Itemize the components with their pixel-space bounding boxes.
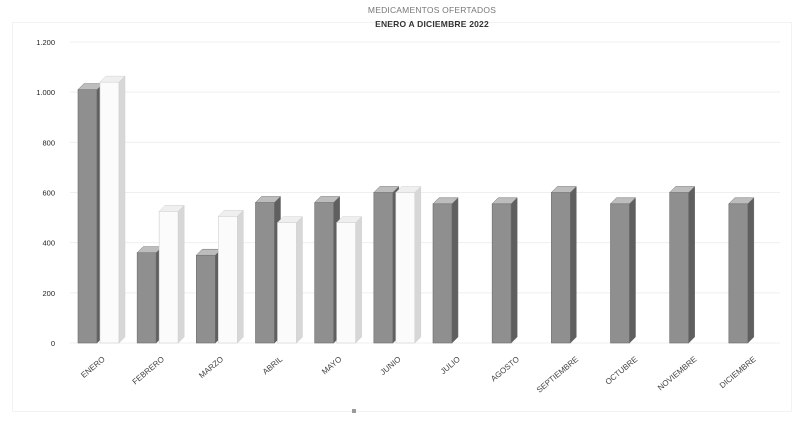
bar-front	[669, 192, 689, 344]
bar-top	[217, 210, 244, 217]
bar-front	[218, 216, 238, 344]
bar-side	[747, 197, 755, 344]
x-axis-labels: ENERO FEBRERO MARZO ABRIL MAYO JUNIO JULIO AGOS…	[79, 354, 757, 394]
bar-front	[728, 203, 749, 344]
bar-front	[196, 254, 216, 344]
bar-top	[158, 205, 185, 212]
bar-series-1	[550, 185, 577, 344]
bar-series-1	[77, 83, 104, 344]
bar-side	[355, 215, 362, 344]
x-category-label: MAYO	[320, 355, 343, 377]
bar-front	[432, 203, 453, 344]
bar-series-1	[254, 195, 282, 344]
y-axis-ticks: 0 200 400 600 800 1.000 1.200	[36, 38, 55, 348]
x-category-label: SEPTIEMBRE	[535, 355, 580, 395]
bars	[77, 75, 755, 344]
bar-side	[177, 204, 185, 344]
bar-front	[336, 222, 356, 344]
x-category-label: ENERO	[79, 355, 107, 380]
x-category-label: JULIO	[439, 355, 462, 376]
bar-front	[551, 192, 571, 344]
bar-side	[688, 185, 695, 344]
x-category-label: FEBRERO	[131, 355, 166, 387]
bar-top	[669, 186, 696, 193]
y-tick-label: 0	[51, 339, 55, 348]
x-category-label: DICIEMBRE	[718, 355, 758, 390]
bar-series-1	[669, 185, 696, 344]
y-tick-label: 1.200	[36, 38, 55, 47]
bar-series-2	[217, 209, 244, 344]
y-tick-label: 800	[42, 138, 55, 147]
bar-series-2	[276, 215, 304, 344]
bar-side	[451, 197, 459, 344]
bar-series-1	[373, 185, 400, 344]
bar-top	[728, 197, 755, 205]
bar-series-1	[136, 246, 163, 344]
bar-front	[255, 202, 275, 344]
bar-front	[99, 81, 120, 344]
bar-side	[237, 209, 244, 344]
bar-top	[609, 197, 637, 205]
y-tick-label: 400	[42, 239, 55, 248]
x-category-label: NOVIEMBRE	[656, 355, 699, 393]
bar-side	[510, 197, 518, 344]
legend-marker	[352, 409, 356, 413]
bar-top	[550, 186, 577, 193]
x-category-label: ABRIL	[261, 354, 285, 376]
bar-series-1	[609, 197, 637, 344]
bar-series-2	[99, 75, 126, 344]
bar-series-1	[195, 248, 222, 344]
bar-top	[254, 196, 282, 203]
bar-series-2	[395, 185, 422, 344]
legend	[352, 409, 356, 413]
grid-lines	[70, 41, 780, 344]
bar-series-2	[336, 215, 363, 344]
x-category-label: AGOSTO	[489, 355, 521, 384]
y-tick-label: 200	[42, 289, 55, 298]
x-category-label: JUNIO	[379, 355, 403, 377]
bar-front	[158, 211, 179, 344]
bar-top	[276, 216, 304, 223]
bar-front	[610, 203, 630, 344]
bar-top	[314, 196, 341, 203]
bar-side	[629, 197, 636, 344]
bar-top	[373, 186, 400, 193]
bar-series-1	[314, 195, 341, 344]
chart-subtitle: ENERO A DICIEMBRE 2022	[375, 19, 489, 29]
bar-top	[395, 186, 422, 193]
x-category-label: OCTUBRE	[604, 355, 640, 387]
bar-top	[99, 75, 126, 83]
bar-side	[414, 185, 422, 344]
y-tick-label: 600	[42, 189, 55, 198]
bar-side	[118, 75, 126, 344]
x-category-label: MARZO	[197, 355, 225, 380]
bar-series-1	[432, 197, 459, 344]
bar-series-1	[491, 197, 518, 344]
bar-front	[136, 252, 157, 344]
bar-top	[432, 197, 459, 205]
bar-top	[491, 197, 518, 205]
bar-front	[373, 192, 394, 344]
bar-series-2	[158, 204, 185, 344]
y-tick-label: 1.000	[36, 88, 55, 97]
bar-front	[314, 202, 334, 344]
chart-frame	[12, 22, 792, 412]
bar-top	[336, 216, 363, 223]
bar-front	[77, 89, 98, 344]
bar-front	[395, 192, 416, 344]
bar-side	[570, 185, 577, 344]
chart-title: MEDICAMENTOS OFERTADOS	[368, 5, 496, 15]
bar-front	[491, 203, 512, 344]
bar-side	[296, 215, 303, 344]
bar-front	[277, 222, 297, 344]
bar-series-1	[728, 197, 755, 344]
